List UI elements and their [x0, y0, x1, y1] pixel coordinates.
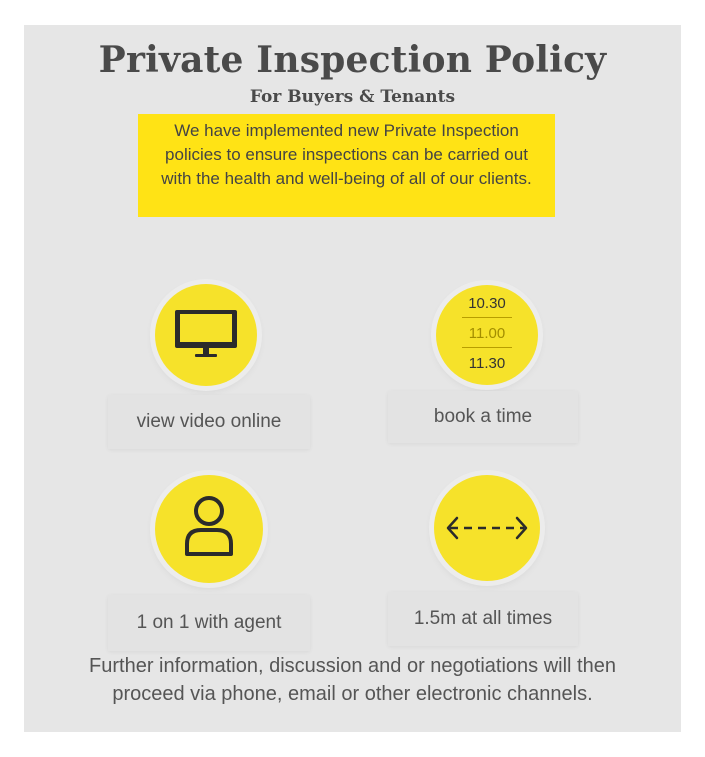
time-slot-2: 11.00	[468, 325, 506, 342]
video-step-label: view video online	[108, 395, 310, 449]
agent-step-label: 1 on 1 with agent	[108, 595, 310, 651]
time-slot-1: 10.30	[468, 295, 506, 312]
book-step-circle: 10.30 11.00 11.30	[436, 285, 538, 385]
video-step-circle	[155, 284, 257, 386]
time-slot-3: 11.30	[468, 355, 506, 372]
poster-title: Private Inspection Policy	[98, 39, 607, 81]
footer-line-2: proceed via phone, email or other electr…	[112, 683, 593, 705]
footer-line-1: Further information, discussion and or n…	[89, 655, 616, 677]
monitor-icon	[175, 310, 237, 357]
time-slots-icon: 10.30 11.00 11.30	[436, 285, 538, 385]
footer-text: Further information, discussion and or n…	[24, 652, 681, 708]
distance-arrow-icon	[446, 516, 528, 540]
distance-step-circle	[434, 475, 540, 581]
book-step-label: book a time	[388, 391, 578, 443]
person-icon	[185, 496, 233, 556]
policy-poster: Private Inspection Policy For Buyers & T…	[24, 25, 681, 732]
distance-step-label: 1.5m at all times	[388, 592, 578, 646]
agent-step-circle	[155, 475, 263, 583]
notice-box: We have implemented new Private Inspecti…	[138, 114, 555, 217]
poster-subtitle: For Buyers & Tenants	[249, 87, 456, 107]
